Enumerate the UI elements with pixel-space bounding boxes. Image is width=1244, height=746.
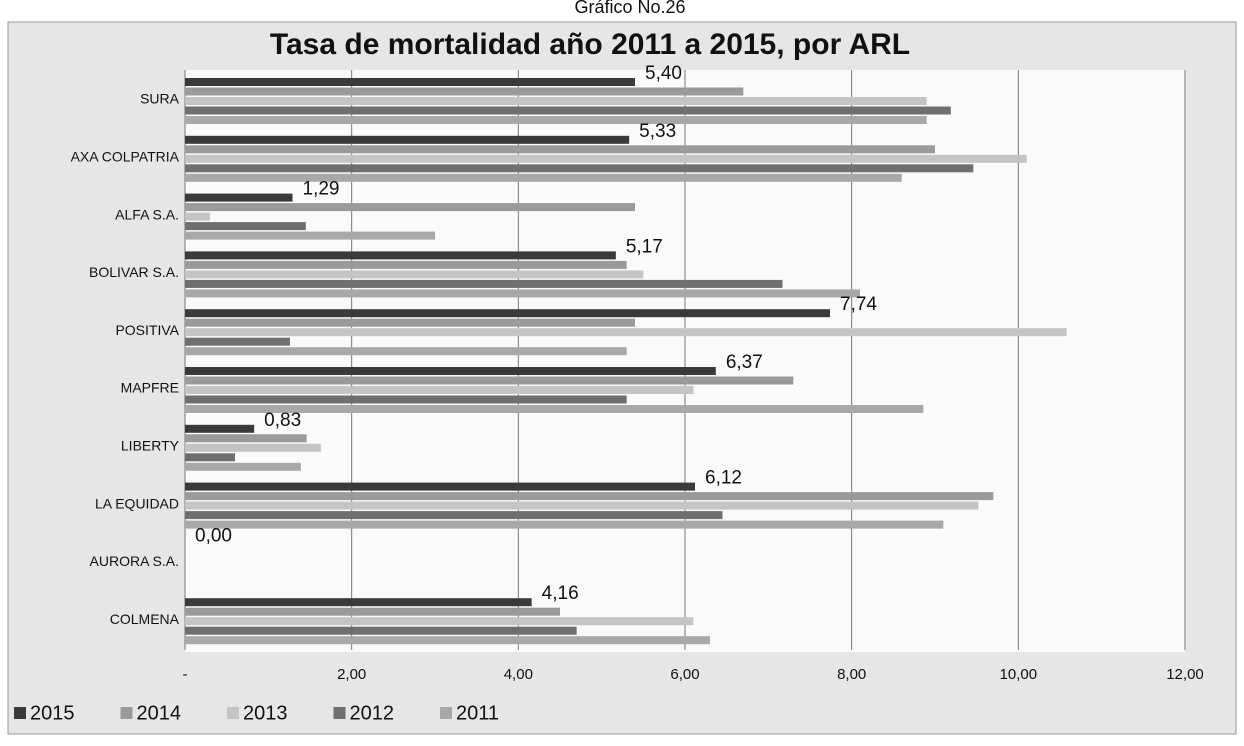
y-tick-label: ALFA S.A. [115, 206, 179, 222]
bar [185, 424, 255, 433]
bar [185, 462, 301, 471]
bar [185, 395, 627, 404]
bar [185, 347, 627, 356]
legend-label: 2013 [243, 702, 288, 724]
data-label: 6,12 [705, 468, 742, 489]
x-tick-label: 12,00 [1166, 666, 1204, 683]
y-tick-label: BOLIVAR S.A. [89, 264, 179, 280]
bar [185, 367, 716, 375]
y-tick-label: LIBERTY [121, 438, 180, 454]
bar [185, 145, 935, 154]
bar [185, 328, 1067, 337]
data-label: 5,40 [645, 63, 682, 84]
bar [185, 78, 635, 86]
data-label: 6,37 [726, 352, 763, 373]
bar [185, 607, 560, 616]
data-label: 5,17 [626, 236, 663, 257]
bar [185, 97, 927, 105]
bar [185, 386, 694, 394]
bar [185, 135, 630, 144]
legend-label: 2014 [137, 702, 182, 724]
legend-swatch [227, 707, 239, 719]
legend-swatch [14, 707, 26, 719]
x-tick-label: 8,00 [837, 666, 866, 683]
bar [185, 154, 1027, 163]
bar [185, 434, 307, 443]
bar [185, 251, 616, 260]
bar [185, 289, 860, 298]
y-tick-label: AURORA S.A. [90, 553, 179, 569]
chart-title: Tasa de mortalidad año 2011 a 2015, por … [270, 28, 910, 61]
bar [185, 617, 694, 626]
bar [185, 405, 924, 413]
legend-label: 2015 [30, 702, 75, 724]
bar [185, 598, 532, 607]
bar [185, 443, 321, 452]
bar [185, 106, 951, 115]
data-label: 1,29 [303, 179, 340, 200]
x-tick-label: 2,00 [337, 666, 366, 683]
bar [185, 173, 902, 182]
bar [185, 222, 306, 231]
data-label: 4,16 [542, 583, 579, 604]
bar [185, 482, 695, 491]
legend-swatch [333, 707, 346, 719]
legend-label: 2011 [456, 702, 499, 724]
data-label: 0,00 [195, 525, 232, 546]
bar [185, 453, 235, 462]
x-tick-label: 4,00 [504, 666, 533, 683]
x-tick-label: 10,00 [1000, 666, 1038, 683]
legend-label: 2012 [350, 702, 395, 724]
bar [185, 511, 723, 520]
bar [185, 164, 974, 173]
bar [185, 231, 435, 240]
bar [185, 87, 744, 96]
caption: Gráfico No.26 [574, 0, 685, 17]
bar [185, 309, 830, 318]
bar [185, 337, 290, 346]
data-label: 0,83 [264, 410, 301, 431]
bar [185, 520, 944, 529]
data-label: 5,33 [639, 121, 676, 142]
bar [185, 193, 293, 202]
bar [185, 492, 994, 501]
bar [185, 318, 635, 327]
y-tick-label: MAPFRE [121, 380, 179, 396]
x-tick-label: 6,00 [670, 666, 699, 683]
y-tick-label: SURA [140, 91, 180, 107]
data-label: 7,74 [840, 294, 877, 315]
bar [185, 636, 710, 645]
bar [185, 212, 210, 221]
bar [185, 270, 644, 279]
y-tick-label: AXA COLPATRIA [71, 149, 180, 165]
y-tick-label: POSITIVA [115, 322, 179, 338]
bar [185, 376, 794, 385]
bar [185, 260, 627, 269]
bar [185, 501, 979, 510]
bar [185, 279, 783, 288]
bar [185, 203, 635, 212]
y-tick-label: LA EQUIDAD [95, 495, 179, 511]
legend-swatch [440, 707, 452, 719]
bar [185, 116, 927, 124]
legend-swatch [120, 707, 133, 719]
y-tick-label: COLMENA [110, 611, 180, 627]
x-tick-label: - [183, 666, 188, 683]
bar [185, 626, 577, 635]
